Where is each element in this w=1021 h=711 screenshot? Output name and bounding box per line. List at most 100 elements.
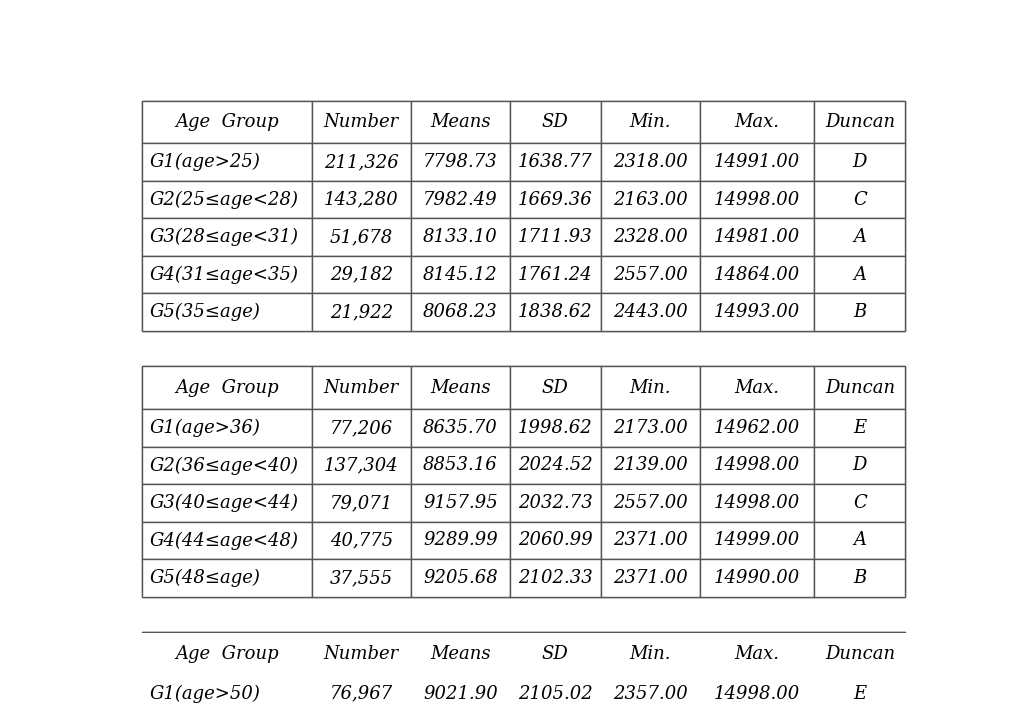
- Bar: [142, 675, 312, 711]
- Bar: [600, 409, 699, 447]
- Bar: [509, 559, 600, 597]
- Bar: [142, 632, 906, 711]
- Text: G4(31≤age<35): G4(31≤age<35): [150, 265, 299, 284]
- Bar: [699, 409, 815, 447]
- Bar: [509, 409, 600, 447]
- Text: SD: SD: [542, 113, 569, 131]
- Bar: [142, 484, 312, 522]
- Bar: [142, 366, 312, 409]
- Text: Age  Group: Age Group: [176, 113, 279, 131]
- Bar: [410, 101, 509, 144]
- Bar: [699, 484, 815, 522]
- Bar: [509, 522, 600, 559]
- Bar: [699, 256, 815, 294]
- Bar: [312, 218, 410, 256]
- Text: 14998.00: 14998.00: [714, 685, 800, 702]
- Bar: [600, 294, 699, 331]
- Bar: [699, 181, 815, 218]
- Bar: [142, 181, 312, 218]
- Bar: [410, 675, 509, 711]
- Text: 14962.00: 14962.00: [714, 419, 800, 437]
- Bar: [312, 181, 410, 218]
- Bar: [509, 218, 600, 256]
- Text: 1669.36: 1669.36: [518, 191, 592, 208]
- Text: G3(28≤age<31): G3(28≤age<31): [150, 228, 299, 246]
- Text: 7798.73: 7798.73: [423, 153, 497, 171]
- Text: 143,280: 143,280: [324, 191, 399, 208]
- Text: Min.: Min.: [630, 113, 671, 131]
- Text: E: E: [854, 419, 867, 437]
- Text: 2032.73: 2032.73: [518, 494, 592, 512]
- Bar: [815, 144, 906, 181]
- Text: 1638.77: 1638.77: [518, 153, 592, 171]
- Text: 137,304: 137,304: [324, 456, 399, 474]
- Text: A: A: [854, 266, 867, 284]
- Text: G1(age>36): G1(age>36): [150, 419, 260, 437]
- Bar: [142, 101, 906, 331]
- Bar: [699, 294, 815, 331]
- Bar: [410, 256, 509, 294]
- Bar: [815, 675, 906, 711]
- Bar: [410, 409, 509, 447]
- Text: 211,326: 211,326: [324, 153, 399, 171]
- Text: 1711.93: 1711.93: [518, 228, 592, 246]
- Bar: [410, 447, 509, 484]
- Bar: [600, 181, 699, 218]
- Bar: [509, 294, 600, 331]
- Bar: [142, 522, 312, 559]
- Text: 2102.33: 2102.33: [518, 569, 592, 587]
- Bar: [815, 366, 906, 409]
- Bar: [509, 675, 600, 711]
- Text: D: D: [853, 456, 867, 474]
- Text: G1(age>50): G1(age>50): [150, 685, 260, 702]
- Bar: [509, 101, 600, 144]
- Text: Age  Group: Age Group: [176, 645, 279, 663]
- Bar: [699, 101, 815, 144]
- Text: Max.: Max.: [734, 645, 780, 663]
- Bar: [312, 294, 410, 331]
- Bar: [312, 256, 410, 294]
- Text: Means: Means: [430, 645, 491, 663]
- Text: 2371.00: 2371.00: [613, 569, 687, 587]
- Bar: [142, 409, 312, 447]
- Text: Max.: Max.: [734, 113, 780, 131]
- Bar: [699, 522, 815, 559]
- Text: Number: Number: [324, 645, 399, 663]
- Bar: [142, 559, 312, 597]
- Bar: [142, 632, 312, 675]
- Bar: [699, 447, 815, 484]
- Bar: [509, 447, 600, 484]
- Text: 14990.00: 14990.00: [714, 569, 800, 587]
- Bar: [600, 144, 699, 181]
- Text: C: C: [854, 494, 867, 512]
- Bar: [815, 447, 906, 484]
- Bar: [815, 181, 906, 218]
- Bar: [600, 256, 699, 294]
- Bar: [312, 101, 410, 144]
- Text: 14864.00: 14864.00: [714, 266, 800, 284]
- Text: 40,775: 40,775: [330, 531, 393, 550]
- Bar: [142, 218, 312, 256]
- Text: 2173.00: 2173.00: [613, 419, 687, 437]
- Text: G5(35≤age): G5(35≤age): [150, 303, 260, 321]
- Text: 1838.62: 1838.62: [518, 303, 592, 321]
- Bar: [312, 675, 410, 711]
- Text: 21,922: 21,922: [330, 303, 393, 321]
- Bar: [142, 144, 312, 181]
- Text: A: A: [854, 228, 867, 246]
- Text: B: B: [854, 569, 867, 587]
- Text: 14998.00: 14998.00: [714, 494, 800, 512]
- Bar: [815, 409, 906, 447]
- Text: Duncan: Duncan: [825, 113, 895, 131]
- Text: Number: Number: [324, 379, 399, 397]
- Text: 14999.00: 14999.00: [714, 531, 800, 550]
- Text: 14991.00: 14991.00: [714, 153, 800, 171]
- Text: 1998.62: 1998.62: [518, 419, 592, 437]
- Text: Duncan: Duncan: [825, 379, 895, 397]
- Bar: [600, 366, 699, 409]
- Bar: [410, 366, 509, 409]
- Text: G2(25≤age<28): G2(25≤age<28): [150, 191, 299, 209]
- Bar: [312, 409, 410, 447]
- Text: 14998.00: 14998.00: [714, 191, 800, 208]
- Text: Age  Group: Age Group: [176, 379, 279, 397]
